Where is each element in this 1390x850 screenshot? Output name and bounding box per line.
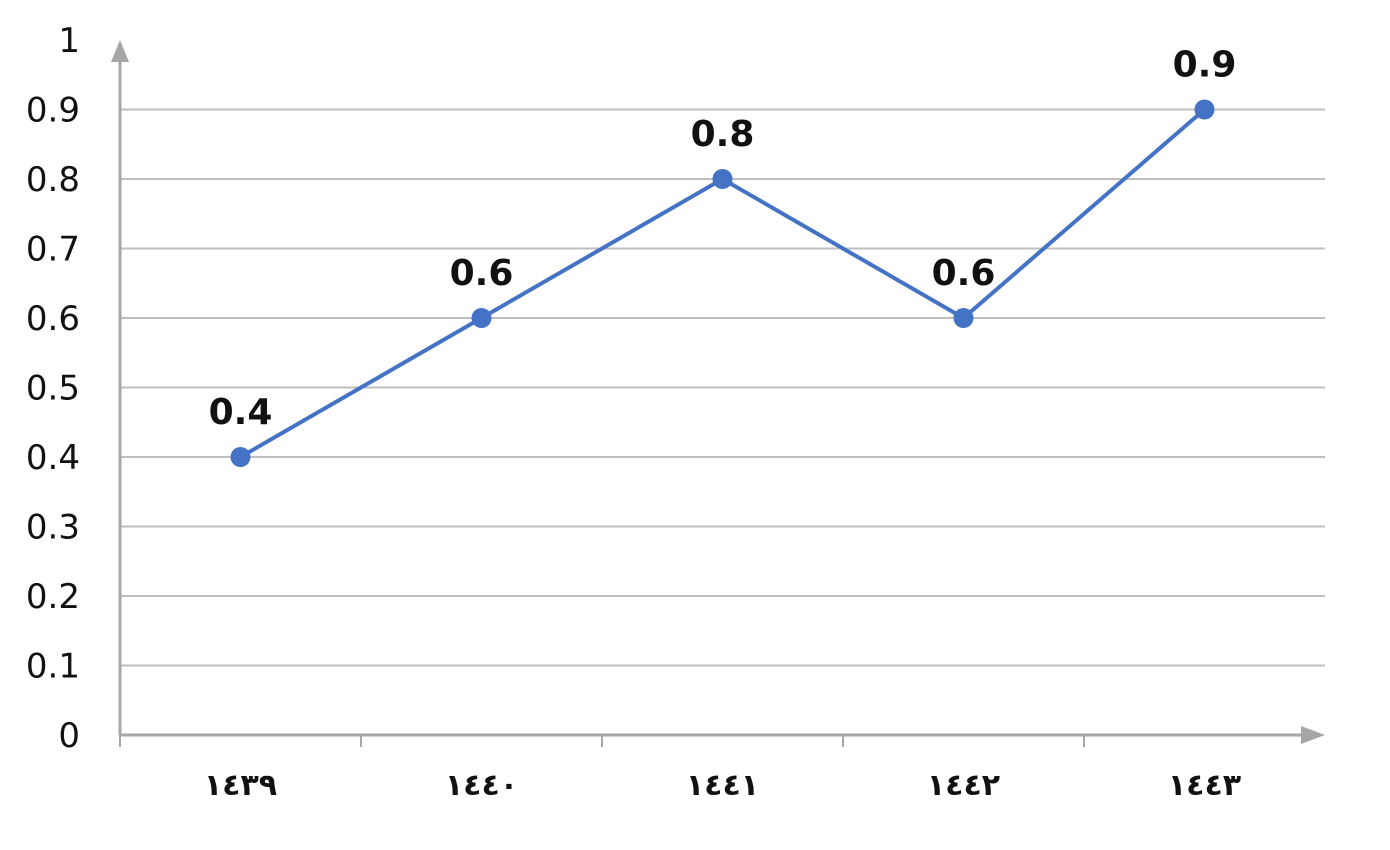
y-tick-label: 0.7 <box>26 230 80 270</box>
data-label: 0.6 <box>450 253 514 294</box>
series-line-path <box>239 107 1206 459</box>
data-point <box>712 169 733 189</box>
data-label: 0.8 <box>691 114 755 155</box>
data-point <box>1194 99 1215 120</box>
data-labels: 0.4 0.6 0.8 0.6 0.9 <box>209 45 1237 434</box>
data-label: 0.6 <box>932 253 996 294</box>
y-tick-label: 0 <box>58 716 80 756</box>
y-axis-arrow <box>111 40 129 62</box>
y-tick-label: 0.1 <box>26 647 80 687</box>
x-tick-labels: ١٤٣٩ ١٤٤٠ ١٤٤١ ١٤٤٢ ١٤٤٣ <box>204 768 1241 803</box>
y-tick-label: 0.4 <box>26 438 80 478</box>
data-label: 0.4 <box>209 392 273 433</box>
y-tick-label: 0.2 <box>26 577 80 617</box>
x-tick-label: ١٤٤١ <box>686 768 759 803</box>
x-tick-label: ١٤٤٣ <box>1168 768 1241 803</box>
x-tick-label: ١٤٤٠ <box>445 768 518 803</box>
y-tick-labels: 0 0.1 0.2 0.3 0.4 0.5 0.6 0.7 0.8 0.9 1 <box>26 21 80 756</box>
data-point <box>471 308 492 328</box>
y-tick-label: 0.3 <box>26 508 80 548</box>
series-line <box>230 99 1215 467</box>
y-tick-label: 0.9 <box>26 91 80 131</box>
y-tick-label: 1 <box>58 21 80 61</box>
data-point <box>953 308 974 328</box>
y-tick-label: 0.5 <box>26 369 80 409</box>
data-point <box>230 447 251 467</box>
data-label: 0.9 <box>1173 45 1237 86</box>
x-axis-arrow <box>1301 726 1325 744</box>
y-tick-label: 0.6 <box>26 299 80 339</box>
grid-lines <box>120 108 1325 667</box>
axes <box>111 40 1325 747</box>
x-tick-label: ١٤٣٩ <box>204 768 277 803</box>
x-tick-label: ١٤٤٢ <box>927 768 1000 803</box>
y-tick-label: 0.8 <box>26 160 80 200</box>
